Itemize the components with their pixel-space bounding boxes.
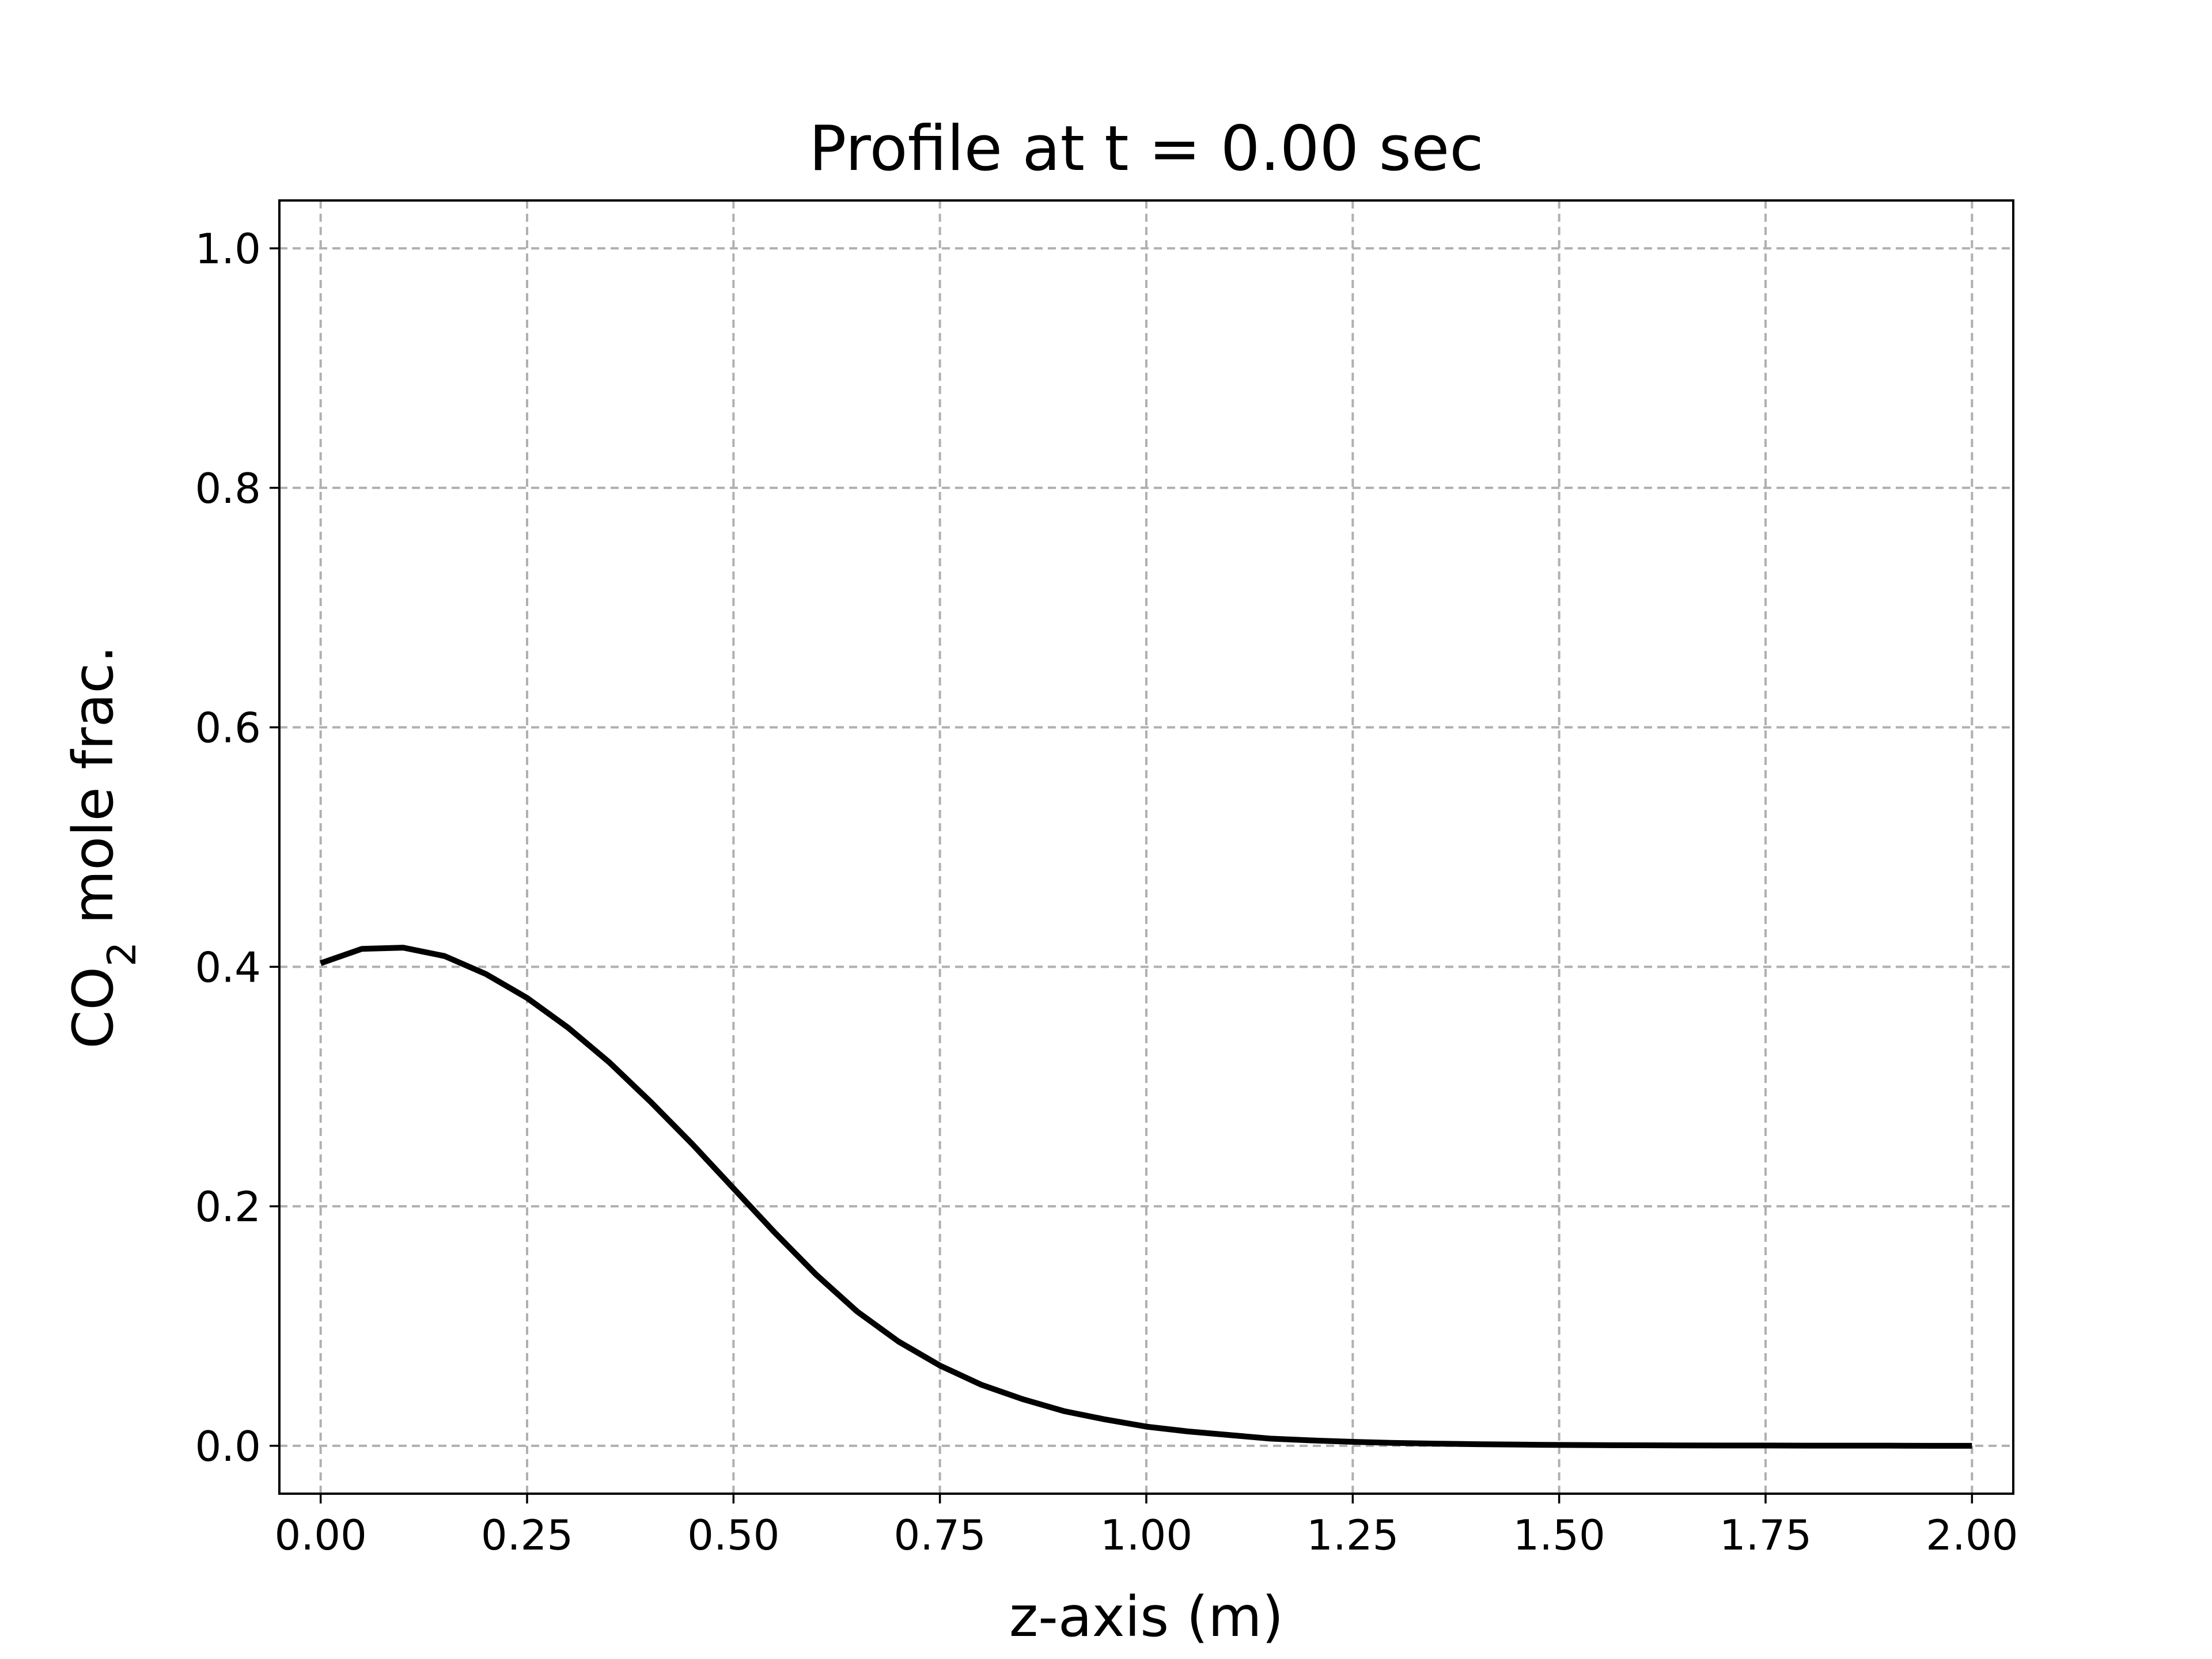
x-tick-label: 0.00 (275, 1511, 367, 1559)
series-layer (320, 945, 1972, 1449)
y-tick-label: 0.6 (195, 704, 261, 752)
x-tick-label: 0.25 (481, 1511, 573, 1559)
x-tick-label: 1.75 (1719, 1511, 1812, 1559)
y-axis-label: CO2 mole frac. (61, 645, 145, 1048)
x-tick-label: 2.00 (1926, 1511, 2018, 1559)
chart-title: Profile at t = 0.00 sec (809, 113, 1483, 185)
y-tick-label: 0.4 (195, 943, 261, 991)
y-tick-label: 0.8 (195, 464, 261, 513)
y-tick-label: 1.0 (195, 225, 261, 273)
series-line-co2 (320, 945, 1972, 1449)
x-axis: 0.00 0.25 0.50 0.75 1.00 1.25 1.50 1.75 2.00 (275, 1494, 2018, 1559)
grid (279, 200, 2013, 1494)
y-tick-label: 0.2 (195, 1183, 261, 1231)
y-axis-label-rest: mole frac. (61, 645, 126, 941)
x-tick-label: 1.00 (1100, 1511, 1192, 1559)
x-tick-label: 1.25 (1306, 1511, 1399, 1559)
y-tick-label: 0.0 (195, 1422, 261, 1471)
x-tick-label: 1.50 (1513, 1511, 1605, 1559)
x-tick-label: 0.50 (687, 1511, 779, 1559)
y-axis: 0.0 0.2 0.4 0.6 0.8 1.0 (195, 225, 279, 1471)
y-axis-label-main: CO (61, 967, 126, 1049)
y-axis-label-subscript: 2 (100, 942, 145, 967)
x-tick-label: 0.75 (894, 1511, 986, 1559)
x-axis-label: z-axis (m) (1009, 1585, 1283, 1649)
